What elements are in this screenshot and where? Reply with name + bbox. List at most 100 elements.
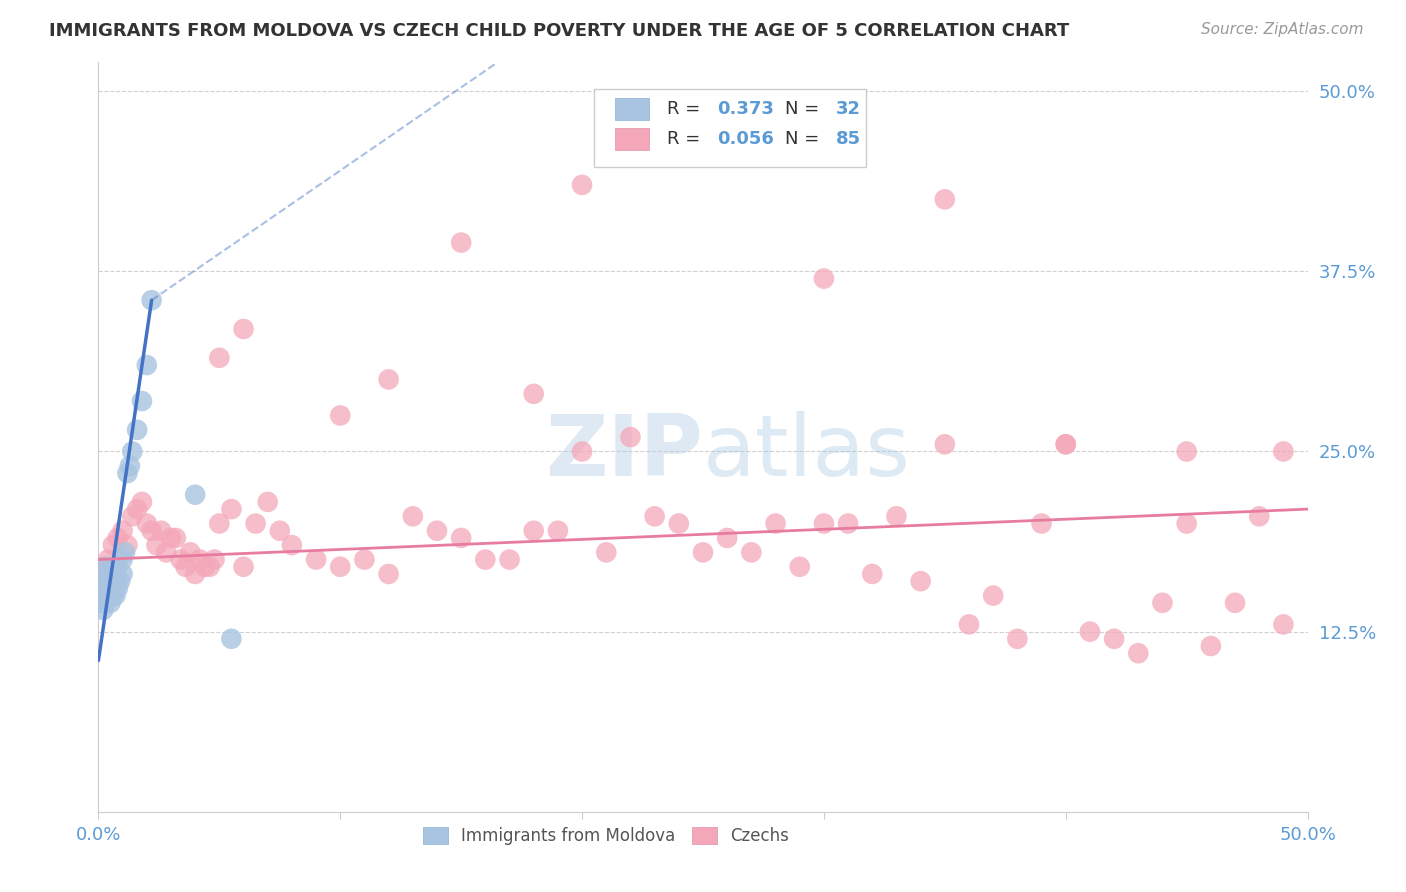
- Point: [281, 538, 304, 552]
- Text: R =: R =: [666, 130, 706, 148]
- Point: [269, 524, 291, 538]
- Point: [498, 552, 520, 566]
- Bar: [614, 97, 648, 120]
- Point: [135, 358, 157, 372]
- Point: [1054, 437, 1077, 451]
- Point: [97, 566, 120, 581]
- Point: [127, 502, 149, 516]
- Point: [141, 293, 163, 308]
- Point: [765, 516, 787, 531]
- Point: [571, 178, 593, 192]
- Text: IMMIGRANTS FROM MOLDOVA VS CZECH CHILD POVERTY UNDER THE AGE OF 5 CORRELATION CH: IMMIGRANTS FROM MOLDOVA VS CZECH CHILD P…: [49, 22, 1070, 40]
- Point: [619, 430, 641, 444]
- Point: [101, 589, 124, 603]
- Point: [523, 387, 546, 401]
- Point: [957, 617, 980, 632]
- Text: 85: 85: [837, 130, 860, 148]
- Point: [141, 524, 163, 538]
- Point: [692, 545, 714, 559]
- Point: [305, 552, 328, 566]
- Point: [198, 559, 221, 574]
- Point: [108, 574, 131, 589]
- Point: [232, 559, 254, 574]
- Point: [91, 574, 114, 589]
- Point: [1199, 639, 1222, 653]
- Legend: Immigrants from Moldova, Czechs: Immigrants from Moldova, Czechs: [416, 821, 796, 852]
- Point: [934, 437, 956, 451]
- Point: [135, 516, 157, 531]
- Point: [1102, 632, 1125, 646]
- Point: [91, 559, 114, 574]
- Text: ZIP: ZIP: [546, 410, 703, 493]
- Point: [232, 322, 254, 336]
- Point: [94, 582, 117, 596]
- Point: [188, 552, 211, 566]
- Point: [117, 538, 139, 552]
- Point: [692, 149, 714, 163]
- Point: [111, 552, 134, 566]
- Point: [571, 444, 593, 458]
- Point: [221, 502, 243, 516]
- Text: N =: N =: [785, 130, 825, 148]
- Point: [245, 516, 267, 531]
- Point: [813, 271, 835, 285]
- Point: [1128, 646, 1150, 660]
- Point: [169, 552, 191, 566]
- Point: [837, 516, 859, 531]
- Point: [94, 559, 117, 574]
- Point: [100, 559, 122, 574]
- Point: [145, 538, 167, 552]
- Point: [127, 423, 149, 437]
- Point: [813, 516, 835, 531]
- Point: [860, 566, 883, 581]
- Point: [668, 516, 690, 531]
- Point: [155, 545, 177, 559]
- Point: [118, 458, 141, 473]
- Point: [716, 531, 738, 545]
- Point: [886, 509, 908, 524]
- Point: [221, 632, 243, 646]
- Point: [402, 509, 425, 524]
- Point: [377, 566, 399, 581]
- Point: [111, 566, 134, 581]
- Point: [1152, 596, 1174, 610]
- Text: Source: ZipAtlas.com: Source: ZipAtlas.com: [1201, 22, 1364, 37]
- Point: [94, 596, 117, 610]
- Point: [426, 524, 449, 538]
- Text: 32: 32: [837, 100, 860, 118]
- Point: [1078, 624, 1101, 639]
- Point: [114, 545, 136, 559]
- Bar: [614, 128, 648, 150]
- Point: [1223, 596, 1246, 610]
- Point: [789, 559, 811, 574]
- Point: [107, 582, 129, 596]
- Point: [1054, 437, 1077, 451]
- Point: [90, 582, 112, 596]
- Text: 0.373: 0.373: [717, 100, 775, 118]
- Point: [1007, 632, 1029, 646]
- Point: [150, 524, 173, 538]
- Point: [547, 524, 569, 538]
- Point: [1175, 444, 1198, 458]
- Point: [104, 589, 127, 603]
- Point: [523, 524, 546, 538]
- Point: [450, 235, 472, 250]
- Point: [100, 582, 122, 596]
- Point: [1272, 617, 1295, 632]
- Point: [179, 545, 201, 559]
- Point: [121, 509, 143, 524]
- Point: [450, 531, 472, 545]
- Point: [101, 574, 124, 589]
- Point: [377, 372, 399, 386]
- Point: [474, 552, 496, 566]
- Point: [160, 531, 183, 545]
- Point: [981, 589, 1004, 603]
- Point: [131, 394, 153, 409]
- Text: N =: N =: [785, 100, 825, 118]
- Point: [256, 495, 278, 509]
- Point: [329, 409, 352, 423]
- FancyBboxPatch shape: [595, 88, 866, 168]
- Point: [104, 566, 127, 581]
- Point: [131, 495, 153, 509]
- Point: [107, 559, 129, 574]
